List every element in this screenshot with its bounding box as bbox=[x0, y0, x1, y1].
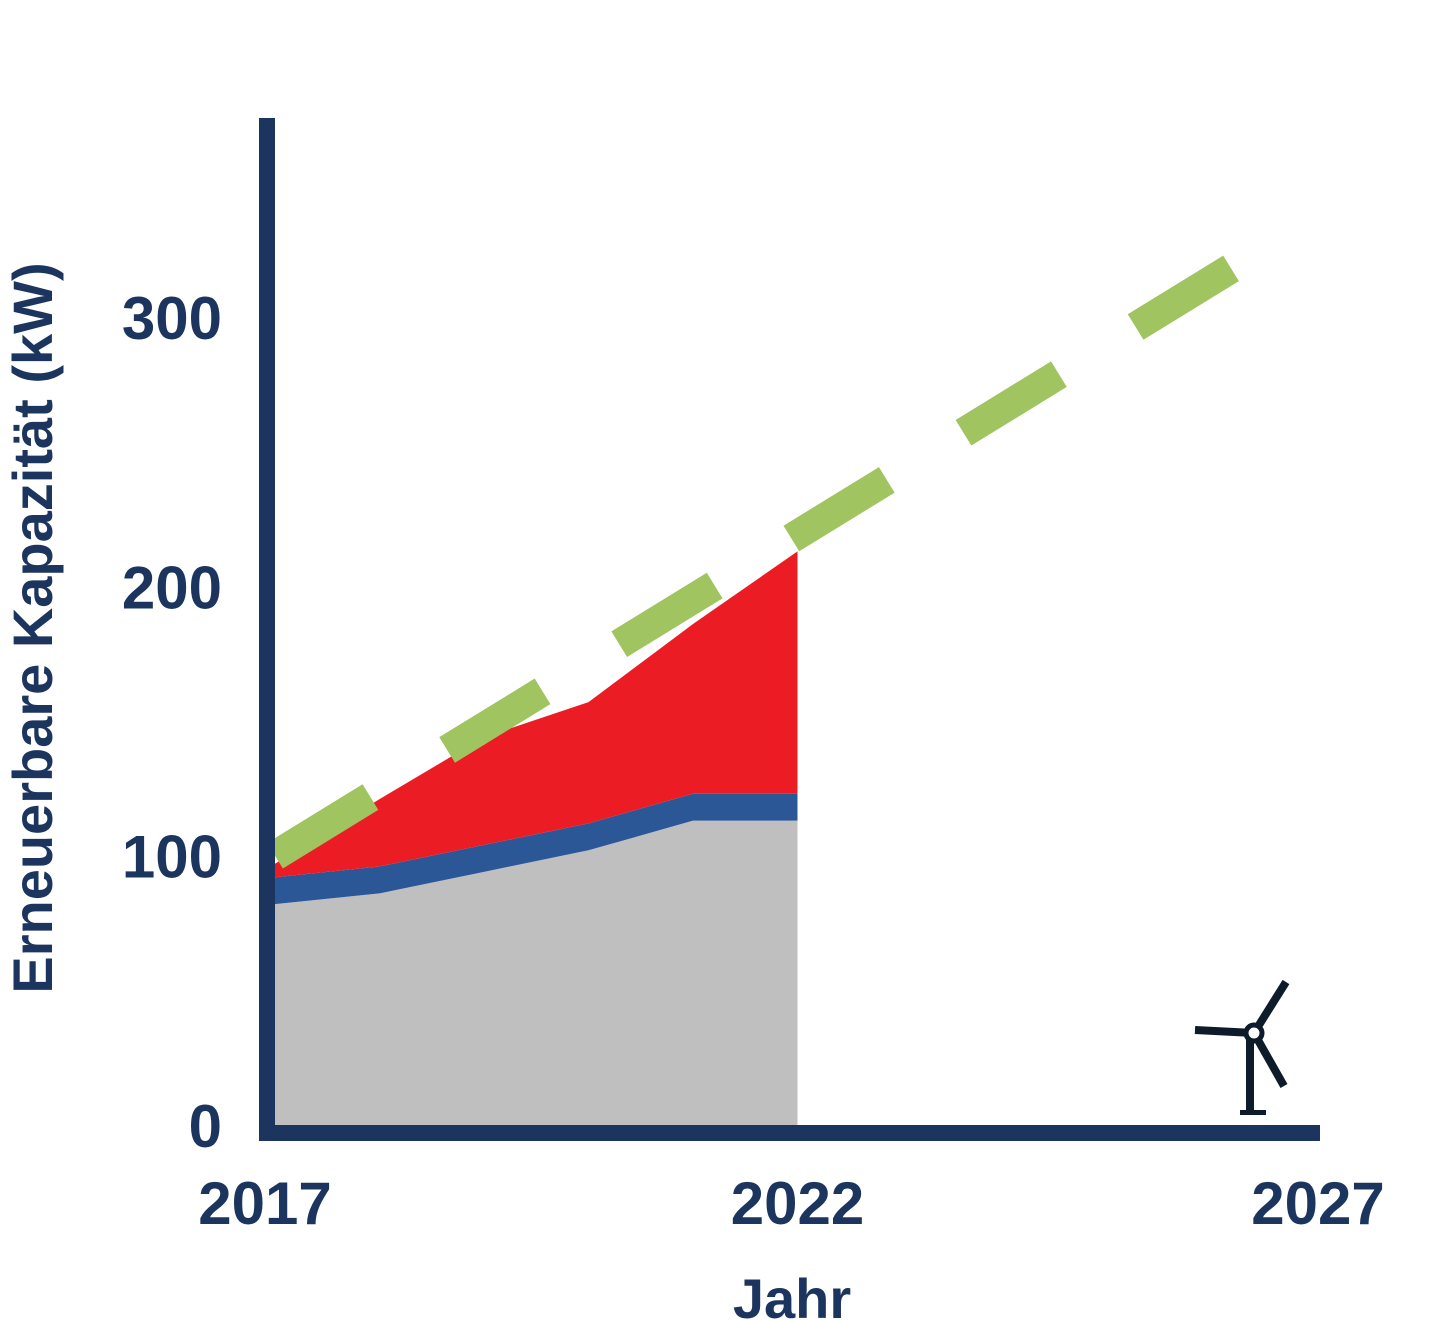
area-series-1 bbox=[275, 820, 798, 1125]
stacked-areas bbox=[275, 551, 798, 1125]
y-tick-label: 0 bbox=[189, 1093, 222, 1160]
y-tick-label: 100 bbox=[122, 824, 222, 891]
y-tick-label: 200 bbox=[122, 554, 222, 621]
area-series-2 bbox=[275, 793, 798, 905]
x-tick-label: 2017 bbox=[198, 1170, 331, 1237]
wind-turbine-icon bbox=[1194, 979, 1290, 1115]
area-series-3 bbox=[275, 551, 798, 878]
y-axis-title: Erneuerbare Kapazität (kW) bbox=[1, 262, 64, 993]
y-tick-labels: 0 100 200 300 bbox=[122, 285, 222, 1160]
x-axis-title: Jahr bbox=[733, 1267, 851, 1320]
x-tick-label: 2022 bbox=[731, 1170, 864, 1237]
x-tick-label: 2027 bbox=[1251, 1170, 1384, 1237]
x-tick-labels: 2017 2022 2027 bbox=[198, 1170, 1384, 1237]
y-tick-label: 300 bbox=[122, 285, 222, 352]
